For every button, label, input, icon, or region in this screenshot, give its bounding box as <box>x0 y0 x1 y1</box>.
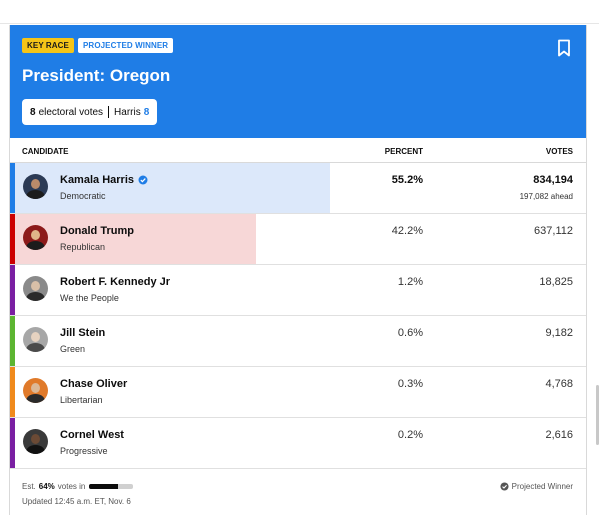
candidate-percent: 0.3% <box>397 378 423 390</box>
votes-in-progress-bar <box>89 484 134 489</box>
candidate-name: Chase Oliver <box>60 378 128 390</box>
party-color-stripe <box>10 265 15 315</box>
estimated-votes-in: Est. 64% votes in <box>22 482 134 491</box>
projected-winner-badge: PROJECTED WINNER <box>78 38 174 53</box>
electoral-votes-count: 8 <box>30 106 36 118</box>
candidate-party: Progressive <box>60 446 108 456</box>
candidate-row: Donald Trump Republican 42.2% 637,112 <box>10 214 586 265</box>
candidate-votes: 637,112 <box>534 225 573 237</box>
candidate-votes: 4,768 <box>545 378 573 390</box>
candidate-row: Jill Stein Green 0.6% 9,182 <box>10 316 586 367</box>
badge-group: KEY RACE PROJECTED WINNER <box>22 38 174 53</box>
candidate-party: We the People <box>60 293 119 303</box>
votes-in-progress-fill <box>89 484 118 489</box>
candidate-row: Kamala Harris Democratic 55.2% 834,194 1… <box>10 163 586 214</box>
electoral-votes-label: electoral votes <box>38 106 104 118</box>
race-footer: Est. 64% votes in Updated 12:45 a.m. ET,… <box>10 469 586 515</box>
candidate-avatar <box>23 174 48 199</box>
race-title: President: Oregon <box>22 66 171 85</box>
percent-column-header: PERCENT <box>384 147 423 156</box>
party-color-stripe <box>10 214 15 264</box>
candidate-percent: 0.6% <box>397 327 423 339</box>
candidate-avatar <box>23 378 48 403</box>
candidate-votes: 18,825 <box>539 276 573 288</box>
candidate-percent: 55.2% <box>391 174 423 186</box>
candidate-percent: 42.2% <box>391 225 423 237</box>
candidate-column-header: CANDIDATE <box>22 147 69 156</box>
candidate-name: Donald Trump <box>60 225 134 237</box>
candidate-name: Kamala Harris <box>60 174 134 186</box>
race-card: KEY RACE PROJECTED WINNER President: Ore… <box>9 25 587 515</box>
vote-share-fill <box>15 163 331 213</box>
verified-check-icon <box>138 175 148 185</box>
ev-candidate-name: Harris <box>114 106 141 118</box>
top-divider <box>0 0 599 24</box>
projected-winner-legend: Projected Winner <box>500 482 573 491</box>
candidate-name: Jill Stein <box>60 327 106 339</box>
candidate-votes: 2,616 <box>545 429 573 441</box>
candidate-row: Robert F. Kennedy Jr We the People 1.2% … <box>10 265 586 316</box>
candidate-name: Cornel West <box>60 429 124 441</box>
electoral-votes-summary: 8 electoral votes Harris 8 <box>22 99 158 125</box>
party-color-stripe <box>10 163 15 213</box>
candidate-avatar <box>23 327 48 352</box>
candidate-party: Libertarian <box>60 395 103 405</box>
vote-share-fill <box>15 214 256 264</box>
votes-ahead: 197,082 ahead <box>519 192 573 201</box>
candidate-party: Green <box>60 344 86 354</box>
bookmark-icon[interactable] <box>556 39 572 57</box>
est-percent: 64% <box>38 482 55 491</box>
candidate-avatar <box>23 225 48 250</box>
candidate-percent: 1.2% <box>397 276 423 288</box>
candidate-row: Chase Oliver Libertarian 0.3% 4,768 <box>10 367 586 418</box>
key-race-badge: KEY RACE <box>22 38 74 53</box>
est-prefix: Est. <box>22 482 36 491</box>
check-circle-icon <box>500 482 509 491</box>
candidate-name: Robert F. Kennedy Jr <box>60 276 171 288</box>
page-scrollbar[interactable] <box>596 385 599 445</box>
column-headers: CANDIDATE PERCENT VOTES <box>10 138 586 163</box>
candidate-avatar <box>23 429 48 454</box>
ev-candidate-count: 8 <box>143 106 150 118</box>
est-suffix: votes in <box>57 482 86 491</box>
candidate-party: Democratic <box>60 191 106 201</box>
race-header: KEY RACE PROJECTED WINNER President: Ore… <box>10 25 586 138</box>
party-color-stripe <box>10 367 15 417</box>
candidate-party: Republican <box>60 242 106 252</box>
candidate-avatar <box>23 276 48 301</box>
party-color-stripe <box>10 316 15 366</box>
candidate-votes: 9,182 <box>545 327 573 339</box>
updated-timestamp: Updated 12:45 a.m. ET, Nov. 6 <box>22 497 131 506</box>
projected-winner-label: Projected Winner <box>511 482 573 491</box>
votes-column-header: VOTES <box>545 147 573 156</box>
candidate-list: Kamala Harris Democratic 55.2% 834,194 1… <box>10 163 586 469</box>
candidate-percent: 0.2% <box>397 429 423 441</box>
party-color-stripe <box>10 418 15 468</box>
candidate-votes: 834,194 <box>533 174 573 186</box>
candidate-row: Cornel West Progressive 0.2% 2,616 <box>10 418 586 469</box>
ev-divider <box>108 106 110 118</box>
